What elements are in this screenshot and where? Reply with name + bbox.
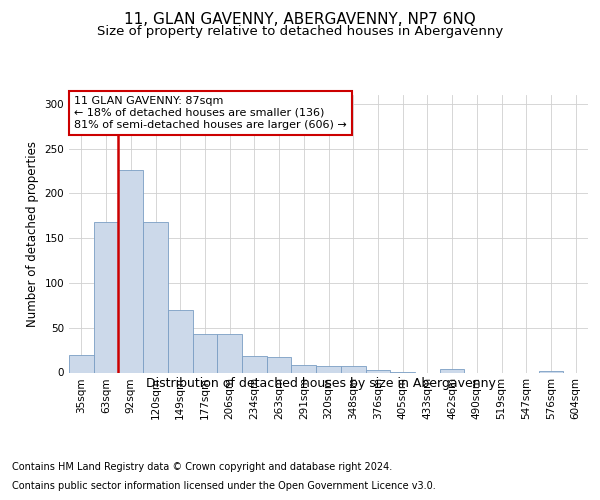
Bar xyxy=(242,356,267,372)
Bar xyxy=(539,370,563,372)
Bar xyxy=(193,334,217,372)
Y-axis label: Number of detached properties: Number of detached properties xyxy=(26,141,39,327)
Text: 11 GLAN GAVENNY: 87sqm
← 18% of detached houses are smaller (136)
81% of semi-de: 11 GLAN GAVENNY: 87sqm ← 18% of detached… xyxy=(74,96,347,130)
Bar xyxy=(316,366,341,372)
Bar xyxy=(118,170,143,372)
Bar xyxy=(365,370,390,372)
Bar xyxy=(440,369,464,372)
Text: 11, GLAN GAVENNY, ABERGAVENNY, NP7 6NQ: 11, GLAN GAVENNY, ABERGAVENNY, NP7 6NQ xyxy=(124,12,476,28)
Bar xyxy=(69,354,94,372)
Text: Contains public sector information licensed under the Open Government Licence v3: Contains public sector information licen… xyxy=(12,481,436,491)
Text: Contains HM Land Registry data © Crown copyright and database right 2024.: Contains HM Land Registry data © Crown c… xyxy=(12,462,392,472)
Bar xyxy=(341,366,365,372)
Bar xyxy=(94,222,118,372)
Text: Size of property relative to detached houses in Abergavenny: Size of property relative to detached ho… xyxy=(97,25,503,38)
Bar xyxy=(168,310,193,372)
Bar xyxy=(267,358,292,372)
Bar xyxy=(217,334,242,372)
Bar xyxy=(292,366,316,372)
Text: Distribution of detached houses by size in Abergavenny: Distribution of detached houses by size … xyxy=(146,378,496,390)
Bar xyxy=(143,222,168,372)
